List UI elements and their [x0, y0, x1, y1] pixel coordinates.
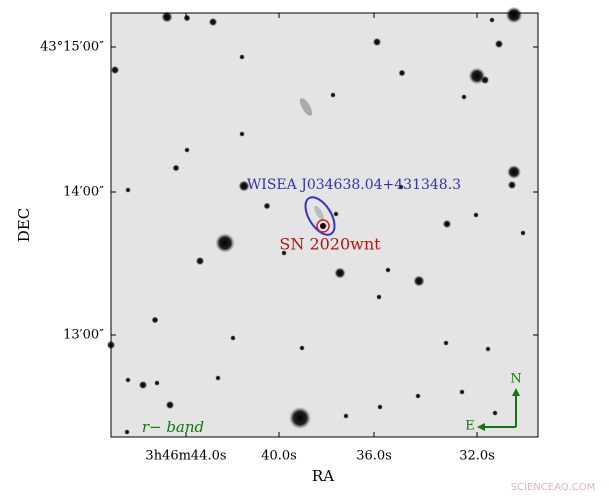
star	[184, 147, 190, 153]
star	[183, 14, 191, 22]
star	[505, 6, 523, 24]
y-tick-label: 43°15′00″	[40, 40, 104, 55]
star	[263, 202, 271, 210]
star	[443, 340, 449, 346]
star	[376, 294, 382, 300]
star	[459, 389, 465, 395]
x-tick-label: 36.0s	[356, 449, 392, 464]
star	[288, 406, 312, 430]
star	[151, 316, 159, 324]
star	[125, 377, 131, 383]
sn-source	[320, 223, 326, 229]
galaxy-blob	[299, 98, 313, 116]
star	[299, 345, 305, 351]
y-axis-label: DEC	[15, 208, 33, 242]
host-galaxy	[314, 205, 324, 221]
star	[230, 335, 236, 341]
star	[161, 11, 173, 23]
y-tick-label: 14′00″	[63, 185, 104, 200]
star	[494, 39, 504, 49]
x-tick-label: 40.0s	[261, 449, 297, 464]
sn-marker	[316, 219, 330, 233]
sn-label: SN 2020wnt	[279, 235, 381, 254]
star	[333, 211, 339, 217]
galaxy-label: WISEA J034638.04+431348.3	[247, 177, 461, 193]
star	[125, 187, 131, 193]
star	[154, 380, 160, 386]
star	[343, 413, 349, 419]
star	[385, 267, 391, 273]
stars	[106, 6, 526, 435]
star	[415, 393, 421, 399]
star	[480, 75, 490, 85]
star	[398, 184, 404, 190]
east-label: E	[465, 419, 475, 434]
star	[238, 180, 250, 192]
y-tick-label: 13′00″	[63, 328, 104, 343]
star	[124, 429, 130, 435]
star	[138, 380, 148, 390]
star	[330, 92, 336, 98]
star	[473, 212, 479, 218]
watermark: SCIENCEAQ.COM	[511, 482, 596, 493]
star	[520, 230, 526, 236]
star	[377, 404, 383, 410]
star	[398, 69, 406, 77]
star	[489, 17, 495, 23]
ticks	[111, 13, 538, 437]
star	[215, 375, 221, 381]
star	[413, 275, 425, 287]
star	[172, 164, 180, 172]
star	[239, 131, 245, 137]
star	[442, 219, 452, 229]
star	[334, 267, 346, 279]
star	[165, 400, 175, 410]
band-label: r− band	[142, 418, 204, 436]
star	[461, 94, 467, 100]
star	[208, 17, 218, 27]
x-axis-label: RA	[312, 467, 334, 485]
north-label: N	[510, 372, 521, 387]
star	[372, 37, 382, 47]
star	[507, 165, 521, 179]
star	[485, 346, 491, 352]
plot-frame	[110, 12, 539, 438]
star	[215, 233, 235, 253]
star	[110, 65, 120, 75]
star	[492, 410, 498, 416]
x-tick-label: 32.0s	[459, 449, 495, 464]
star	[239, 54, 245, 60]
star	[195, 256, 205, 266]
galaxy-marker	[304, 196, 336, 236]
star	[507, 180, 517, 190]
compass	[477, 388, 520, 431]
star	[281, 250, 287, 256]
x-tick-label: 3h46m44.0s	[145, 449, 226, 464]
